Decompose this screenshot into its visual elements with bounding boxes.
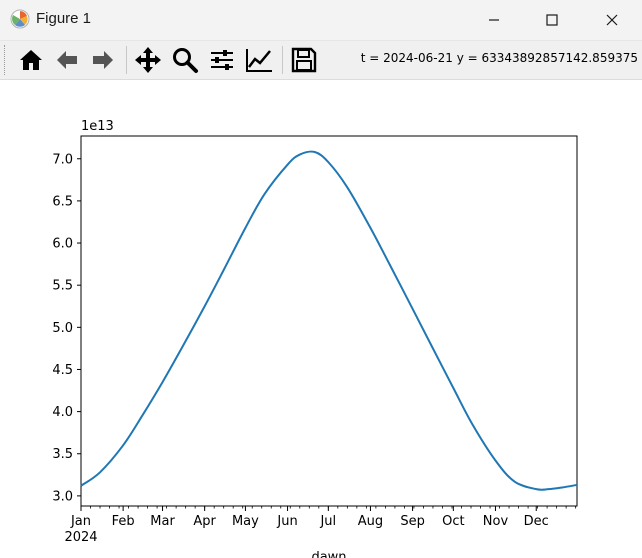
pan-button[interactable] [131, 43, 165, 77]
y-tick-label: 5.5 [52, 279, 73, 294]
x-tick-label: Aug [358, 514, 383, 529]
y-tick-label: 3.0 [52, 489, 73, 504]
y-tick-label: 6.0 [52, 237, 73, 252]
cursor-coordinates: t = 2024-06-21 y = 63343892857142.859375 [360, 51, 638, 65]
x-axis-label: dawn [311, 550, 346, 558]
plot-canvas[interactable]: 3.0 3.5 4.0 4.5 5.0 5.5 6.0 6.5 7.0 1e13 Jan Feb Mar… [0, 79, 642, 558]
close-icon [606, 14, 618, 26]
arrow-right-icon [93, 51, 113, 69]
save-button[interactable] [287, 43, 321, 77]
customize-button[interactable] [242, 43, 276, 77]
navigation-toolbar [0, 41, 642, 80]
matplotlib-app-icon [10, 9, 30, 29]
minimize-button[interactable] [464, 0, 524, 40]
window-title: Figure 1 [36, 10, 92, 27]
forward-button[interactable] [86, 43, 120, 77]
y-tick-label: 6.5 [52, 194, 73, 209]
title-bar: Figure 1 [0, 0, 642, 41]
subplots-button[interactable] [205, 43, 239, 77]
back-button[interactable] [50, 43, 84, 77]
maximize-button[interactable] [522, 0, 582, 40]
y-tick-label: 4.5 [52, 363, 73, 378]
x-tick-label: Jul [319, 514, 336, 529]
y-tick-label: 5.0 [52, 321, 73, 336]
toolbar-grip[interactable] [4, 45, 7, 75]
toolbar-separator [126, 46, 127, 74]
x-tick-label: Sep [400, 514, 425, 529]
arrow-left-icon [57, 51, 77, 69]
x-tick-label: Feb [112, 514, 135, 529]
y-offset-label: 1e13 [81, 119, 114, 134]
home-button[interactable] [14, 43, 48, 77]
floppy-icon [291, 47, 317, 73]
sliders-icon [211, 50, 233, 70]
maximize-icon [546, 14, 558, 26]
y-tick-label: 7.0 [52, 152, 73, 167]
axes-frame [80, 135, 578, 507]
x-tick-label: Nov [483, 514, 509, 529]
x-tick-label: Jun [276, 514, 297, 529]
series-line [80, 150, 578, 491]
close-button[interactable] [582, 0, 642, 40]
line-chart-icon [246, 49, 272, 72]
x-tick-label: Jan [70, 514, 91, 529]
y-tick-label: 3.5 [52, 447, 73, 462]
move-icon [135, 47, 161, 73]
x-year-label: 2024 [64, 530, 97, 545]
zoom-button[interactable] [168, 43, 202, 77]
home-icon [20, 50, 42, 70]
x-tick-label: May [232, 514, 259, 529]
x-tick-label: Apr [193, 514, 216, 529]
y-tick-label: 4.0 [52, 405, 73, 420]
x-tick-label: Oct [442, 514, 464, 529]
minimize-icon [489, 19, 499, 21]
toolbar-separator [282, 46, 283, 74]
x-tick-label: Dec [524, 514, 549, 529]
magnifier-icon [173, 48, 198, 73]
x-tick-label: Mar [150, 514, 175, 529]
